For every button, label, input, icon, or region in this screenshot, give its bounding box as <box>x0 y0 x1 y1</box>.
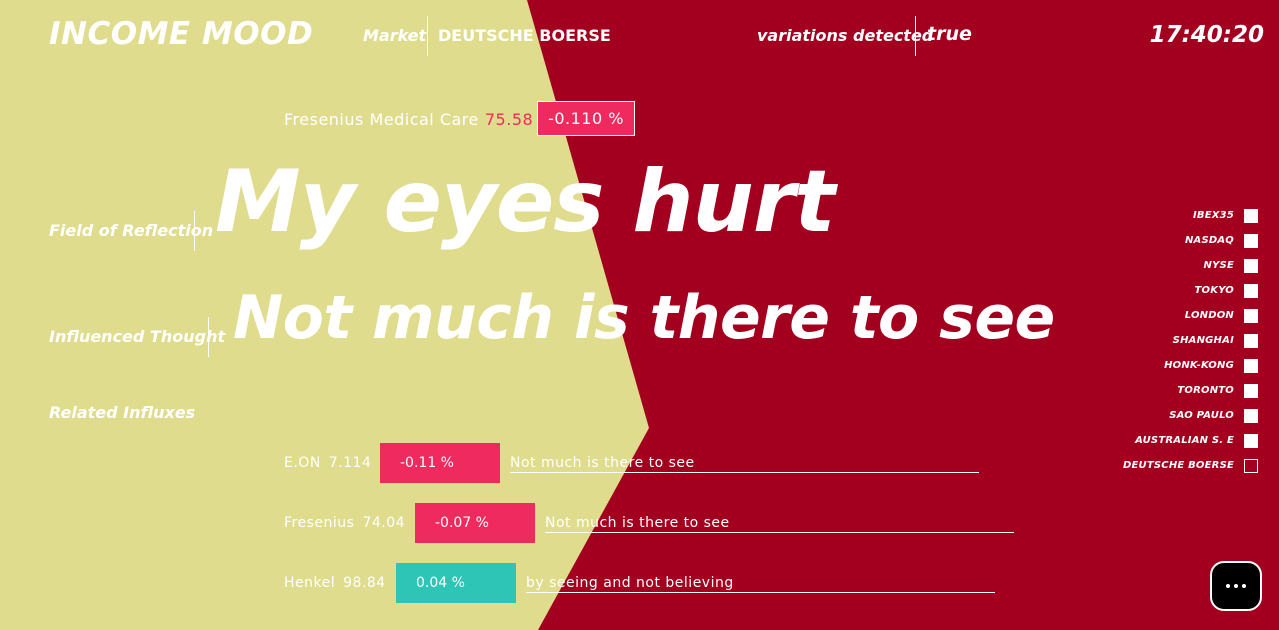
market-option-label: AUSTRALIAN S. E <box>1135 435 1234 446</box>
influx-thought-link[interactable]: Not much is there to see <box>545 515 1014 533</box>
ticker-name: Fresenius Medical Care <box>284 110 479 129</box>
market-option-label: SHANGHAI <box>1172 335 1234 346</box>
influx-thought-link[interactable]: by seeing and not believing <box>526 575 995 593</box>
influx-change-badge: -0.07 % <box>415 503 535 543</box>
market-option[interactable]: AUSTRALIAN S. E <box>1058 428 1258 453</box>
market-option[interactable]: NYSE <box>1058 253 1258 278</box>
header-divider <box>915 16 916 56</box>
market-checkbox[interactable] <box>1244 308 1258 323</box>
ticker: Fresenius Medical Care 75.58 <box>284 110 533 129</box>
market-option[interactable]: TORONTO <box>1058 378 1258 403</box>
market-checkbox[interactable] <box>1244 208 1258 223</box>
market-option[interactable]: NASDAQ <box>1058 228 1258 253</box>
ticker-change-badge: -0.110 % <box>537 101 635 136</box>
influx-price: 98.84 <box>343 575 386 591</box>
ticker-price: 75.58 <box>484 110 534 129</box>
reflection-text: My eyes hurt <box>215 152 835 252</box>
influx-price: 74.04 <box>362 515 406 531</box>
thought-text: Not much is there to see <box>233 283 1055 353</box>
market-checkbox[interactable] <box>1244 358 1258 373</box>
market-value: DEUTSCHE BOERSE <box>438 26 611 45</box>
market-option[interactable]: TOKYO <box>1058 278 1258 303</box>
market-checkbox[interactable] <box>1244 283 1258 298</box>
reflection-divider <box>194 211 195 251</box>
market-checkbox[interactable] <box>1244 458 1258 473</box>
market-option-label: NASDAQ <box>1184 235 1234 246</box>
market-checkbox[interactable] <box>1244 383 1258 398</box>
more-button[interactable] <box>1210 561 1262 611</box>
market-selector: IBEX35 NASDAQ NYSE TOKYO LONDON SHANGHAI… <box>1058 203 1258 478</box>
variations-label: variations detected <box>757 26 934 45</box>
market-option[interactable]: SHANGHAI <box>1058 328 1258 353</box>
variations-value: true <box>927 23 972 45</box>
market-option[interactable]: LONDON <box>1058 303 1258 328</box>
market-option[interactable]: SAO PAULO <box>1058 403 1258 428</box>
more-icon <box>1226 584 1246 588</box>
market-checkbox[interactable] <box>1244 233 1258 248</box>
influxes-label: Related Influxes <box>49 403 196 422</box>
market-option-label: TORONTO <box>1177 385 1234 396</box>
market-checkbox[interactable] <box>1244 433 1258 448</box>
influx-name: Henkel 98.84 <box>284 575 386 591</box>
market-label: Market <box>363 26 427 45</box>
reflection-label: Field of Reflection <box>49 221 214 240</box>
market-option-label: LONDON <box>1184 310 1234 321</box>
influx-name: Fresenius 74.04 <box>284 515 405 531</box>
thought-divider <box>208 317 209 357</box>
market-checkbox[interactable] <box>1244 333 1258 348</box>
market-option-label: NYSE <box>1203 260 1234 271</box>
market-option-label: HONK-KONG <box>1164 360 1234 371</box>
market-option[interactable]: HONK-KONG <box>1058 353 1258 378</box>
market-option-label: DEUTSCHE BOERSE <box>1123 460 1234 471</box>
clock: 17:40:20 <box>1149 22 1264 48</box>
influx-change-badge: 0.04 % <box>396 563 516 603</box>
market-option-label: SAO PAULO <box>1169 410 1234 421</box>
header-divider <box>427 16 428 56</box>
market-checkbox[interactable] <box>1244 258 1258 273</box>
influx-change-badge: -0.11 % <box>380 443 500 483</box>
market-option[interactable]: DEUTSCHE BOERSE <box>1058 453 1258 478</box>
market-option-label: IBEX35 <box>1193 210 1234 221</box>
influx-company: Henkel <box>284 575 336 591</box>
influx-price: 7.114 <box>328 455 372 471</box>
market-checkbox[interactable] <box>1244 408 1258 423</box>
thought-label: Influenced Thought <box>49 327 226 346</box>
influx-company: E.ON <box>284 455 321 471</box>
influx-company: Fresenius <box>284 515 355 531</box>
influx-thought-link[interactable]: Not much is there to see <box>510 455 979 473</box>
app-title: INCOME MOOD <box>49 16 314 52</box>
market-option-label: TOKYO <box>1194 285 1234 296</box>
influx-name: E.ON 7.114 <box>284 455 371 471</box>
market-option[interactable]: IBEX35 <box>1058 203 1258 228</box>
